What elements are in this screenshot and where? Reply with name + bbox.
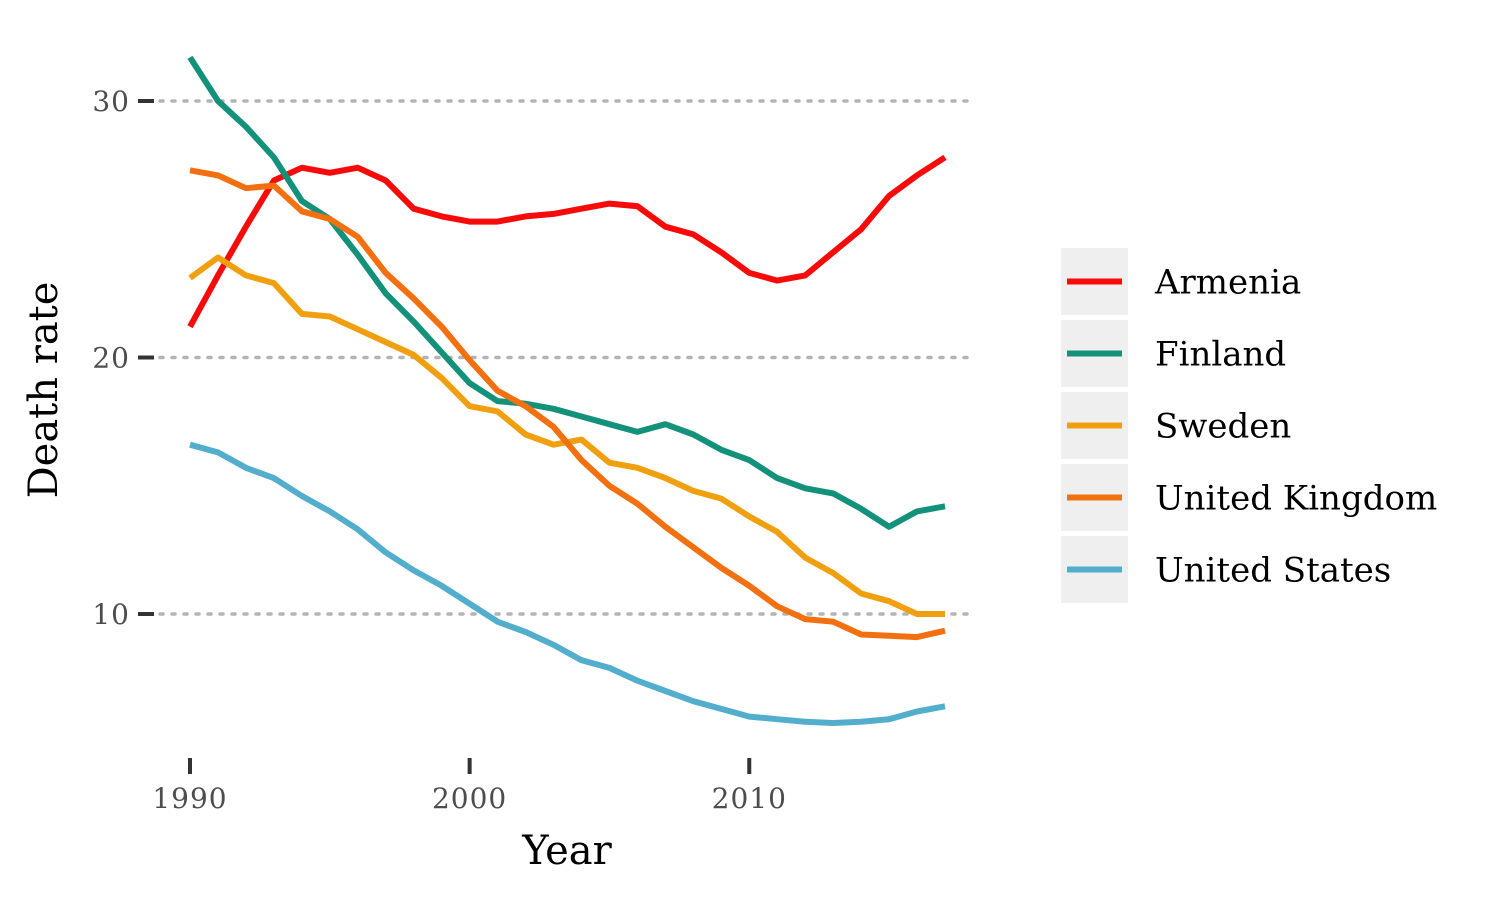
legend-label-finland: Finland <box>1155 335 1286 375</box>
y-axis-title: Death rate <box>21 282 67 499</box>
y-tick-label-20: 20 <box>92 342 130 375</box>
legend-label-united-states: United States <box>1155 551 1391 591</box>
legend-item-sweden: Sweden <box>1061 392 1291 459</box>
x-axis-title: Year <box>521 828 612 874</box>
x-tick-label-2010: 2010 <box>712 782 787 815</box>
legend-item-armenia: Armenia <box>1061 248 1301 315</box>
x-tick-label-2000: 2000 <box>432 782 507 815</box>
y-tick-label-30: 30 <box>92 85 130 118</box>
gridlines <box>158 99 977 616</box>
legend-label-united-kingdom: United Kingdom <box>1155 479 1437 519</box>
y-tick-label-10: 10 <box>92 598 130 631</box>
legend-item-finland: Finland <box>1061 320 1286 387</box>
series-line-armenia <box>187 154 947 329</box>
legend-item-united-states: United States <box>1061 536 1391 603</box>
x-tick-label-1990: 1990 <box>152 782 227 815</box>
series-lines <box>187 55 947 726</box>
legend-label-sweden: Sweden <box>1155 407 1291 447</box>
legend: Armenia Finland Sweden United Kingdom United… <box>1061 248 1437 603</box>
series-line-united-states <box>189 441 946 726</box>
series-line-sweden <box>188 254 945 617</box>
legend-item-united-kingdom: United Kingdom <box>1061 464 1437 531</box>
legend-label-armenia: Armenia <box>1154 263 1301 303</box>
series-line-finland <box>187 55 946 530</box>
axes: 10 20 30 1990 2000 2010 <box>92 85 787 815</box>
series-line-united-kingdom <box>189 167 946 641</box>
